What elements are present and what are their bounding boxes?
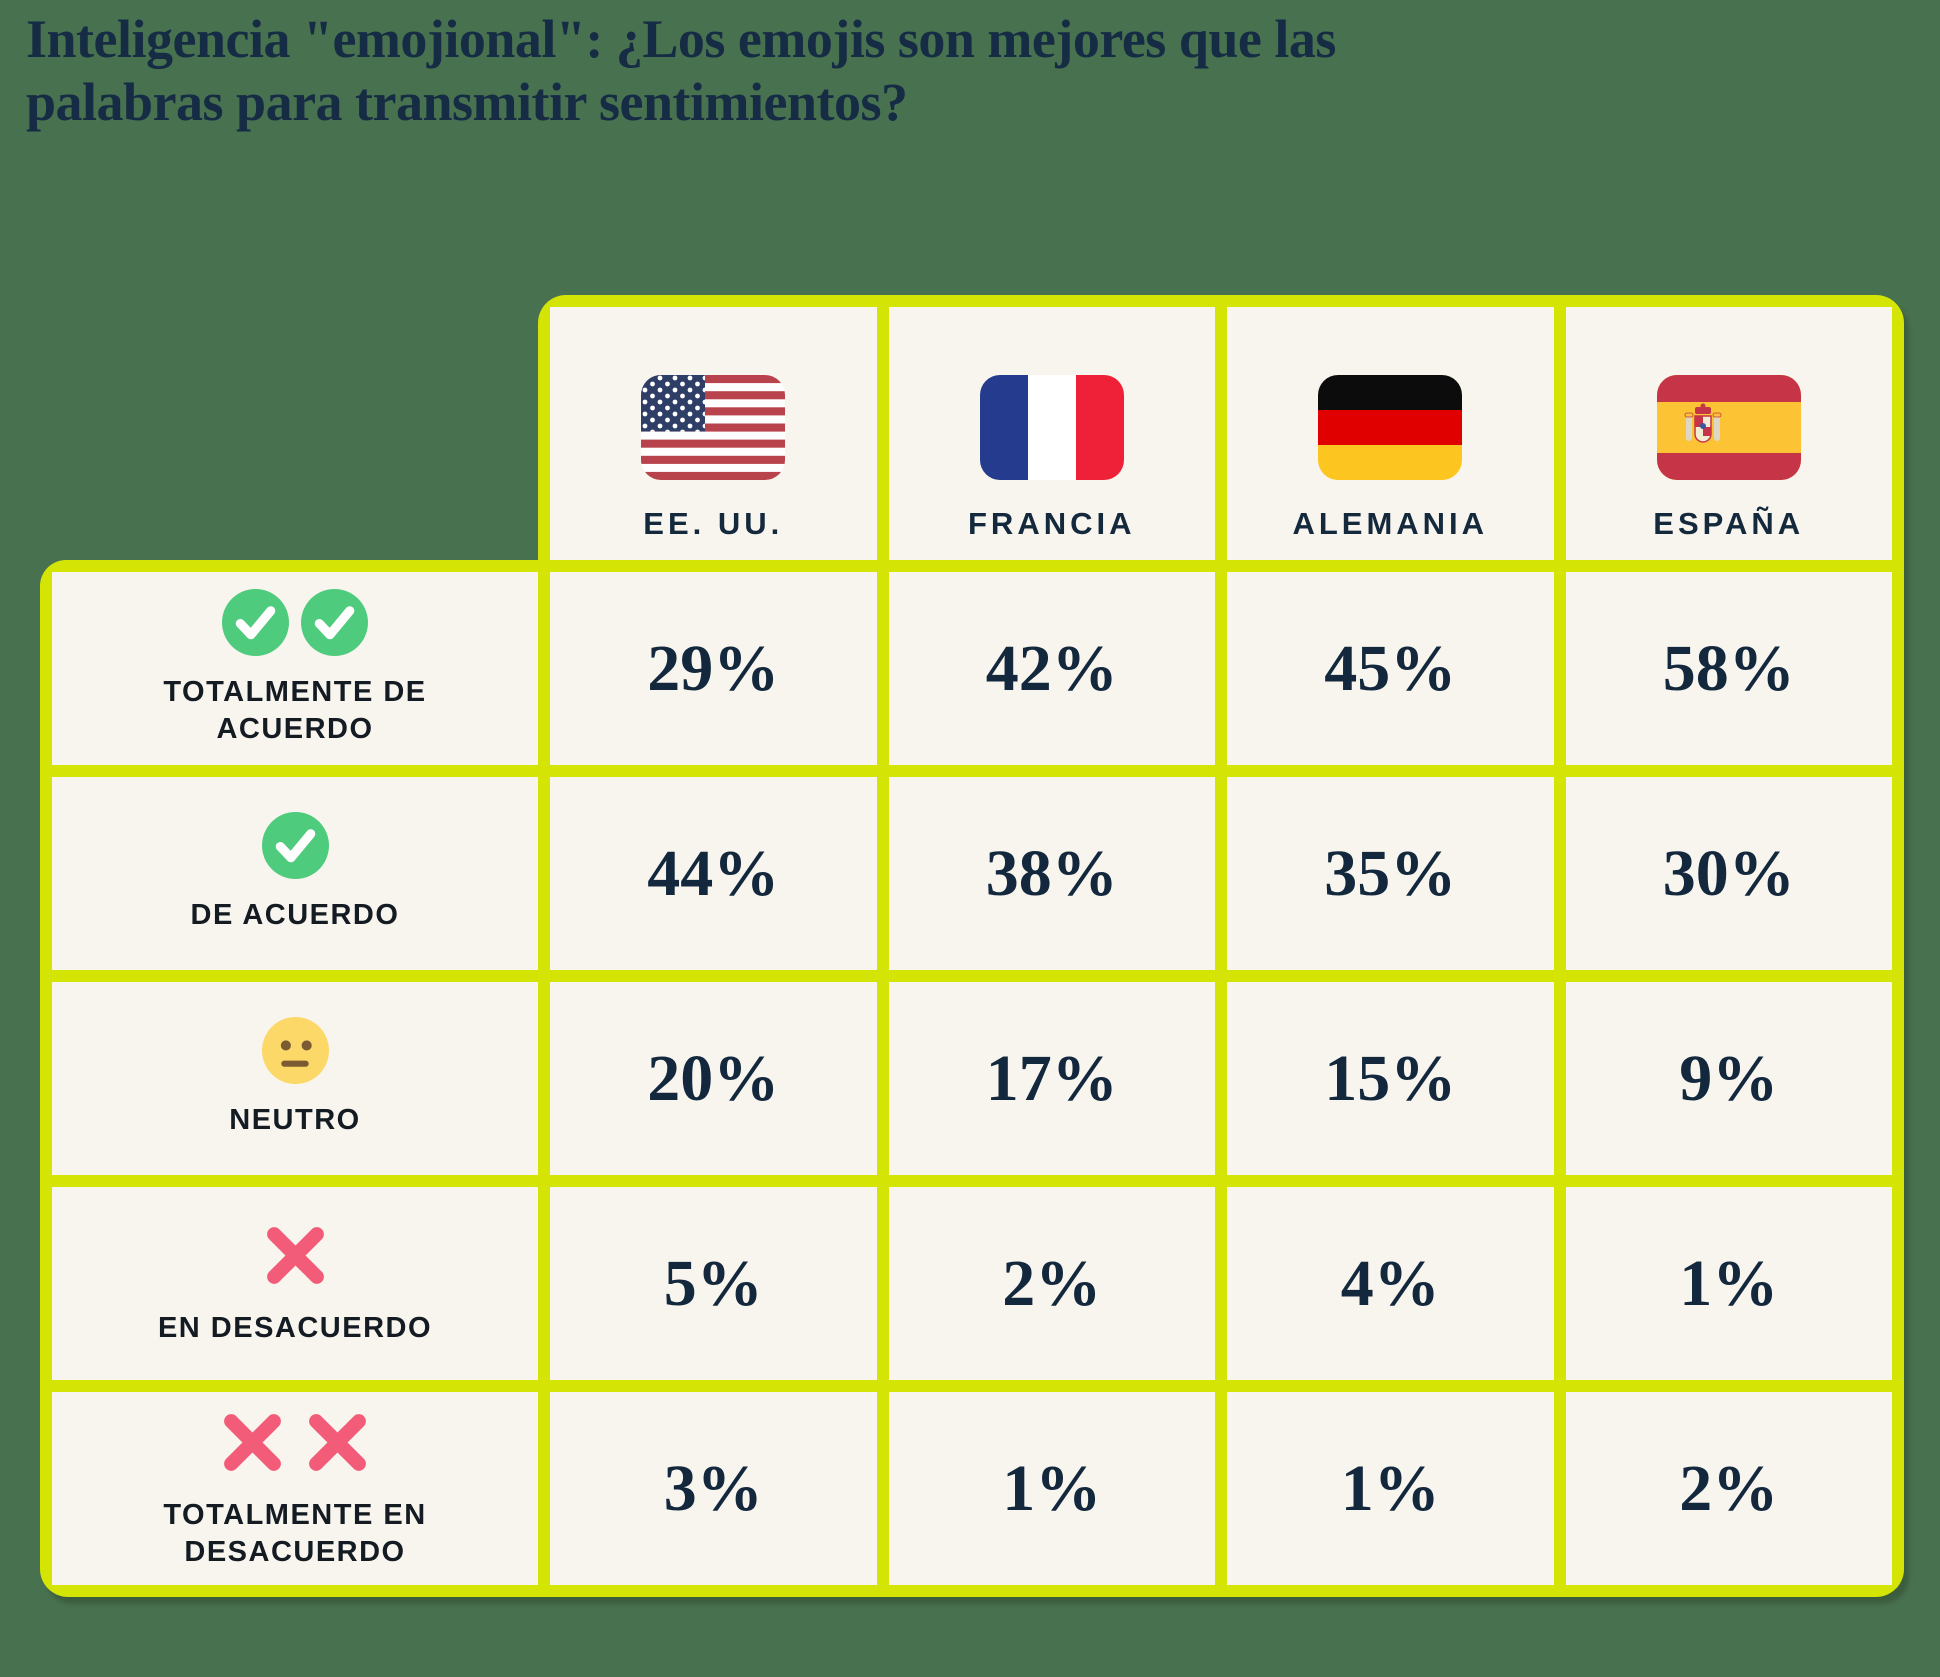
survey-table: EE. UU. FRANCIA [40,295,1904,1597]
column-header-label: ALEMANIA [1292,506,1489,541]
row-label-totalmente-en-desacuerdo: TOTALMENTE EN DESACUERDO [52,1392,538,1585]
row-label-text: EN DESACUERDO [157,1312,433,1345]
germany-flag-icon [1318,375,1463,480]
value-cell: 20% [550,982,877,1175]
column-header-label: FRANCIA [968,506,1136,541]
row-label-totalmente-de-acuerdo: TOTALMENTE DE ACUERDO [52,572,538,765]
value-cell: 1% [1565,1187,1892,1380]
table-header-row: EE. UU. FRANCIA [538,295,1904,560]
value-cell: 2% [888,1187,1215,1380]
us-flag-icon [641,375,786,480]
value-cell: 45% [1227,572,1554,765]
emoji-group [262,812,329,879]
emoji-group [216,1406,374,1479]
page-title: Inteligencia "emojional": ¿Los emojis so… [26,9,1336,132]
emoji-group [259,1219,332,1292]
france-flag-icon [979,375,1124,480]
value-cell: 2% [1565,1392,1892,1585]
check-circle-icon [301,589,368,656]
column-header-label: ESPAÑA [1653,506,1805,541]
value-cell: 17% [888,982,1215,1175]
row-label-neutro: NEUTRO [52,982,538,1175]
value-cell: 5% [550,1187,877,1380]
check-circle-icon [222,589,289,656]
value-cell: 3% [550,1392,877,1585]
value-cell: 4% [1227,1187,1554,1380]
emoji-group [262,1017,329,1084]
row-label-text: NEUTRO [229,1104,361,1137]
value-cell: 30% [1565,777,1892,970]
row-label-text: TOTALMENTE DE ACUERDO [163,675,427,745]
neutral-face-icon [262,1017,329,1084]
emoji-group [222,589,368,656]
column-header-usa: EE. UU. [550,307,877,560]
value-cell: 15% [1227,982,1554,1175]
row-label-text: TOTALMENTE EN DESACUERDO [163,1498,427,1568]
value-cell: 1% [888,1392,1215,1585]
column-header-label: EE. UU. [643,506,784,541]
column-header-espana: ESPAÑA [1565,307,1892,560]
value-cell: 9% [1565,982,1892,1175]
row-label-en-desacuerdo: EN DESACUERDO [52,1187,538,1380]
cross-mark-icon [216,1406,289,1479]
value-cell: 29% [550,572,877,765]
value-cell: 1% [1227,1392,1554,1585]
value-cell: 35% [1227,777,1554,970]
row-label-de-acuerdo: DE ACUERDO [52,777,538,970]
spain-flag-icon [1656,375,1801,480]
cross-mark-icon [301,1406,374,1479]
column-header-alemania: ALEMANIA [1227,307,1554,560]
table-body: TOTALMENTE DE ACUERDO 29% 42% 45% 58% DE… [40,560,1904,1597]
cross-mark-icon [259,1219,332,1292]
row-label-text: DE ACUERDO [190,899,400,932]
value-cell: 44% [550,777,877,970]
value-cell: 42% [888,572,1215,765]
value-cell: 58% [1565,572,1892,765]
check-circle-icon [262,812,329,879]
value-cell: 38% [888,777,1215,970]
spain-crest [1684,403,1722,443]
column-header-francia: FRANCIA [888,307,1215,560]
